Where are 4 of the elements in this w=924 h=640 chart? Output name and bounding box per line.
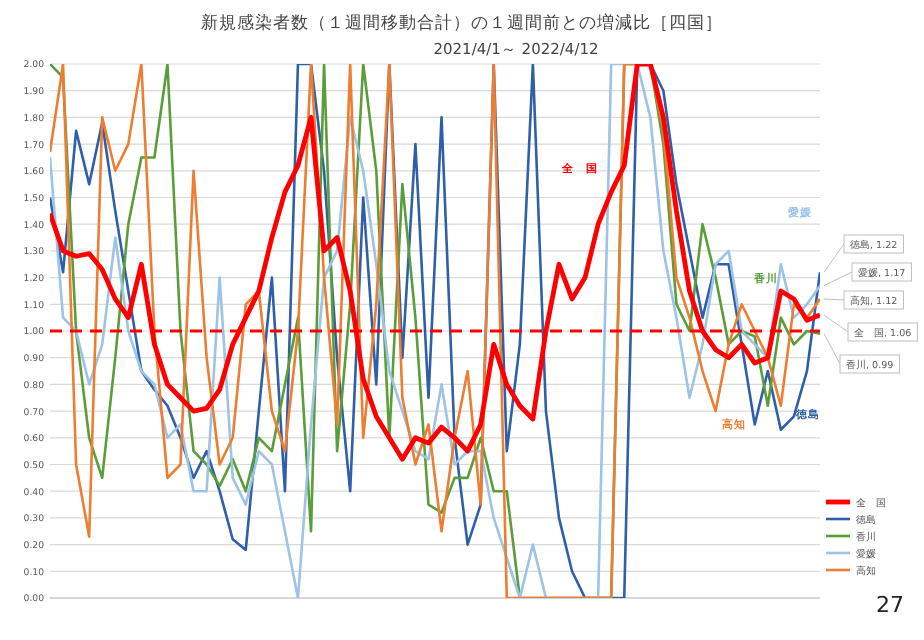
text: 27 [876,592,904,618]
line-series [50,64,820,462]
line-series [50,64,820,598]
chart-title: 新規感染者数（１週間移動合計）の１週間前との増減比［四国］ [201,12,723,34]
